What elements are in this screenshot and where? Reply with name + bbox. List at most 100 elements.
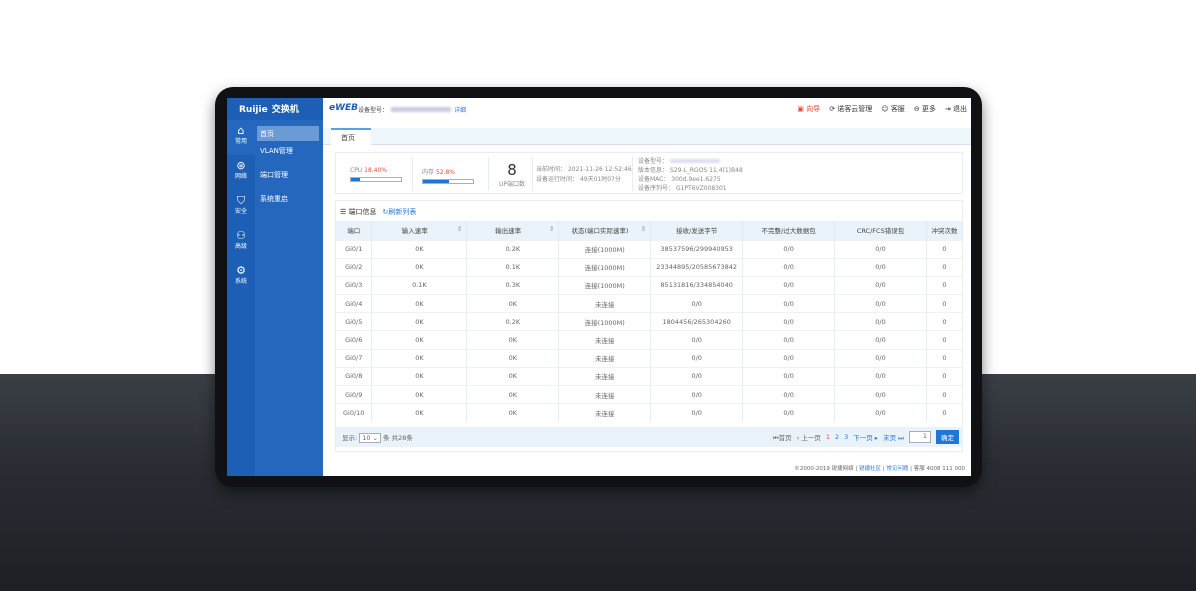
shield-icon: ⛉ bbox=[236, 194, 246, 207]
table-cell: 0 bbox=[926, 275, 964, 295]
table-cell: 0/0 bbox=[742, 312, 836, 331]
table-cell: 未连接 bbox=[558, 348, 652, 368]
cloud-link[interactable]: ⟳ 诺客云管理 bbox=[829, 105, 873, 113]
more-link[interactable]: ⊖ 更多 bbox=[913, 105, 936, 113]
page-size-select[interactable]: 10 ⌄ bbox=[359, 433, 381, 443]
column-header: 接收/发送字节 bbox=[650, 221, 744, 240]
gear-icon: ⚙ bbox=[236, 264, 246, 277]
table-cell: 0/0 bbox=[742, 366, 836, 386]
table-cell: 0/0 bbox=[742, 257, 836, 277]
page-1[interactable]: 1 bbox=[825, 433, 830, 441]
faq-link[interactable]: 常见问题 bbox=[886, 466, 909, 472]
sidebar-item-advanced[interactable]: ⚇ 高级 bbox=[227, 225, 255, 260]
table-cell: Gi0/2 bbox=[336, 257, 373, 277]
table-row: Gi0/4 0K 0K 未连接 0/0 0/0 0/0 0 bbox=[336, 294, 964, 313]
table-cell: 0/0 bbox=[742, 239, 836, 259]
memory-usage: 内存 52.8% bbox=[422, 167, 474, 184]
table-cell: Gi0/4 bbox=[336, 294, 373, 313]
table-cell: 未连接 bbox=[558, 384, 652, 404]
confirm-button[interactable]: 确定 bbox=[936, 430, 959, 444]
sidebar-item-network[interactable]: ⊛ 网络 bbox=[227, 155, 255, 190]
first-page[interactable]: ⏮首页 bbox=[772, 433, 792, 442]
pagination: 显示: 10 ⌄ 条 共28条 ⏮首页 ‹ 上一页 1 2 3 下一页 ▸ 末页 ⏭… bbox=[336, 427, 963, 447]
table-cell: 0 bbox=[926, 239, 964, 259]
table-cell: 未连接 bbox=[558, 294, 652, 313]
table-cell: 0 bbox=[926, 294, 964, 313]
table-cell: 0.1K bbox=[371, 275, 468, 295]
list-icon: ☰ bbox=[340, 208, 347, 216]
device-info: 设备型号： 版本信息： S29-L_RGOS 11.4(1)B48 设备MAC：… bbox=[638, 158, 743, 192]
table-row: Gi0/8 0K 0K 未连接 0/0 0/0 0/0 0 bbox=[336, 366, 964, 386]
column-header: 冲突次数 bbox=[926, 221, 964, 240]
table-cell: 0/0 bbox=[742, 294, 836, 313]
sort-icon: ⇕ bbox=[456, 225, 463, 234]
table-row: Gi0/3 0.1K 0.3K 连接(1000M) 85131816/334854040… bbox=[336, 275, 964, 295]
table-cell: 0K bbox=[466, 403, 560, 422]
table-cell: 连接(1000M) bbox=[558, 275, 652, 295]
community-link[interactable]: 锐捷社区 bbox=[858, 466, 881, 472]
logout-link[interactable]: ⇥ 退出 bbox=[944, 105, 967, 113]
table-cell: 0K bbox=[466, 366, 560, 386]
table-cell: 0/0 bbox=[834, 384, 927, 404]
tab-home[interactable]: 首页 bbox=[331, 128, 371, 145]
advanced-icon: ⚇ bbox=[236, 229, 246, 242]
top-bar: Ruijie 交换机 eWEB 设备型号： 详细 ▣ 向导 ⟳ 诺客云管理 ☺ 客服… bbox=[227, 98, 971, 120]
sidebar-item-common[interactable]: ⌂ 常用 bbox=[227, 120, 255, 155]
refresh-button[interactable]: ↻刷新列表 bbox=[382, 208, 417, 216]
table-cell: 0.2K bbox=[466, 239, 560, 259]
table-cell: 0/0 bbox=[650, 403, 744, 422]
menu-item-reboot[interactable]: 系统重启 bbox=[260, 195, 288, 203]
table-cell: 0K bbox=[371, 312, 468, 331]
table-cell: 0 bbox=[926, 348, 964, 368]
port-table: 端口 输入速率 ⇕ 输出速率 ⇕ 状态(端口实际速率) ⇕ 接收/发送字节 不完整/过大数据包 C… bbox=[336, 221, 964, 422]
table-cell: 0 bbox=[926, 384, 964, 404]
table-cell: 0K bbox=[371, 257, 468, 277]
table-row: Gi0/5 0K 0.2K 连接(1000M) 1804456/265304260 0/0… bbox=[336, 312, 964, 331]
table-row: Gi0/1 0K 0.2K 连接(1000M) 38537596/299940953 0/… bbox=[336, 239, 964, 259]
port-info-panel: ☰ 端口信息 ↻刷新列表 端口 输入速率 ⇕ 输出速率 ⇕ 状态(端口实际速率) ⇕ 接收/发送… bbox=[335, 200, 964, 452]
column-header[interactable]: 输入速率 ⇕ bbox=[371, 221, 468, 240]
table-cell: 0/0 bbox=[650, 294, 744, 313]
panel-title: 端口信息 bbox=[348, 208, 377, 216]
up-ports: 8 UP端口数 bbox=[498, 161, 525, 188]
table-cell: 连接(1000M) bbox=[558, 239, 652, 259]
table-cell: 0/0 bbox=[650, 384, 744, 404]
page-3[interactable]: 3 bbox=[844, 433, 849, 441]
table-cell: 0/0 bbox=[742, 330, 836, 350]
table-cell: 0K bbox=[466, 330, 560, 350]
page-2[interactable]: 2 bbox=[834, 433, 840, 441]
refresh-icon: ↻ bbox=[382, 208, 389, 216]
column-header[interactable]: 输出速率 ⇕ bbox=[466, 221, 560, 240]
menu-item-ports[interactable]: 端口管理 bbox=[260, 171, 288, 179]
table-cell: 0K bbox=[466, 384, 560, 404]
sidebar-item-security[interactable]: ⛉ 安全 bbox=[227, 190, 255, 225]
prev-page[interactable]: ‹ 上一页 bbox=[796, 434, 821, 442]
menu-item-home[interactable]: 首页 bbox=[257, 126, 319, 141]
table-cell: 未连接 bbox=[558, 366, 652, 386]
table-cell: Gi0/5 bbox=[336, 312, 373, 331]
table-cell: 0/0 bbox=[742, 384, 836, 404]
table-cell: 38537596/299940953 bbox=[650, 239, 744, 259]
table-cell: 0/0 bbox=[742, 275, 836, 295]
table-cell: 未连接 bbox=[558, 330, 652, 350]
header-links: ▣ 向导 ⟳ 诺客云管理 ☺ 客服 ⊖ 更多 ⇥ 退出 bbox=[797, 104, 967, 114]
detail-link[interactable]: 详细 bbox=[454, 107, 467, 114]
sort-icon: ⇕ bbox=[548, 225, 555, 234]
support-link[interactable]: ☺ 客服 bbox=[881, 105, 905, 113]
sidebar-item-system[interactable]: ⚙ 系统 bbox=[227, 260, 255, 295]
screen: Ruijie 交换机 eWEB 设备型号： 详细 ▣ 向导 ⟳ 诺客云管理 ☺ 客服… bbox=[227, 98, 971, 476]
table-cell: 0 bbox=[926, 257, 964, 277]
last-page[interactable]: 末页 ⏭ bbox=[883, 433, 904, 442]
menu-item-vlan[interactable]: VLAN管理 bbox=[260, 147, 293, 155]
table-cell: 0/0 bbox=[742, 348, 836, 368]
column-header[interactable]: 状态(端口实际速率) ⇕ bbox=[558, 221, 652, 240]
goto-page-input[interactable]: 1 bbox=[909, 431, 931, 443]
next-page[interactable]: 下一页 ▸ bbox=[853, 434, 879, 442]
home-icon: ⌂ bbox=[237, 124, 245, 137]
wizard-link[interactable]: ▣ 向导 bbox=[797, 105, 821, 113]
table-cell: 0K bbox=[371, 330, 468, 350]
table-row: Gi0/9 0K 0K 未连接 0/0 0/0 0/0 0 bbox=[336, 384, 964, 404]
table-cell: 0 bbox=[926, 403, 964, 422]
table-cell: 0/0 bbox=[834, 330, 927, 350]
table-cell: 0 bbox=[926, 330, 964, 350]
